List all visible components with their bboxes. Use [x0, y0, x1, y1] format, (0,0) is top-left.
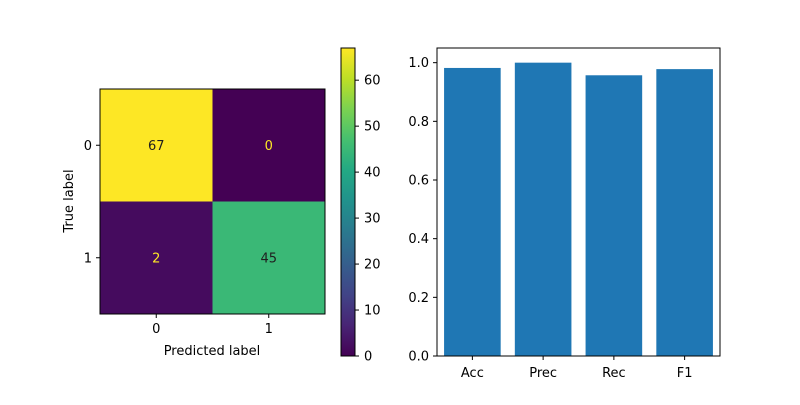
cm-value-label-0-1: 0	[265, 139, 273, 154]
bar-chart-frame	[436, 47, 721, 357]
cm-value-label-1-0: 2	[152, 251, 160, 266]
colorbar-tick-label: 20	[364, 258, 381, 273]
bar-xtick-label: Rec	[602, 366, 626, 381]
bar-acc	[444, 67, 501, 357]
bar-prec	[514, 62, 572, 357]
bar-ytick-label: 0.4	[408, 232, 429, 247]
bar-f1	[656, 69, 713, 357]
cm-value-label-1-1: 45	[260, 251, 277, 266]
bar-ytick-label: 0.2	[408, 291, 429, 306]
bar-chart-panel: 0.0 0.2 0.4 0.6 0.8 1.0 Acc Prec Rec F1	[408, 47, 721, 381]
colorbar-gradient	[340, 47, 356, 357]
cm-ytick-label: 1	[84, 251, 92, 266]
colorbar-tick-label: 30	[364, 212, 381, 227]
cm-ytick-label: 0	[84, 139, 92, 154]
cm-cell-0-1	[212, 89, 325, 202]
bar-ytick-label: 0.6	[408, 174, 429, 189]
colorbar-tick-label: 40	[364, 166, 381, 181]
cm-value-label-0-0: 67	[148, 139, 165, 154]
confusion-matrix-xlabel: Predicted label	[164, 344, 261, 359]
bar-ytick-label: 1.0	[408, 56, 429, 71]
bar-ytick-label: 0.8	[408, 115, 429, 130]
confusion-matrix-panel: 67 0 2 45 0 1 0 1 Predicted label True label	[62, 88, 326, 359]
confusion-matrix-ylabel: True label	[62, 169, 77, 233]
bar-xtick-label: F1	[677, 366, 693, 381]
bar-rec	[585, 75, 643, 356]
colorbar-tick-label: 10	[364, 304, 381, 319]
colorbar-tick-label: 50	[364, 120, 381, 135]
colorbar: 0 10 20 30 40 50 60	[340, 47, 381, 365]
bar-ytick-label: 0.0	[408, 350, 429, 365]
cm-cell-0-0	[100, 89, 213, 202]
confusion-matrix-frame	[99, 88, 326, 315]
colorbar-tick-label: 60	[364, 74, 381, 89]
cm-xtick-label: 1	[265, 322, 273, 337]
cm-cell-1-0	[100, 201, 213, 314]
cm-xtick-label: 0	[152, 322, 160, 337]
bar-xtick-label: Prec	[529, 366, 557, 381]
bar-xtick-label: Acc	[461, 366, 484, 381]
colorbar-tick-label: 0	[364, 350, 372, 365]
cm-cell-1-1	[212, 201, 325, 314]
